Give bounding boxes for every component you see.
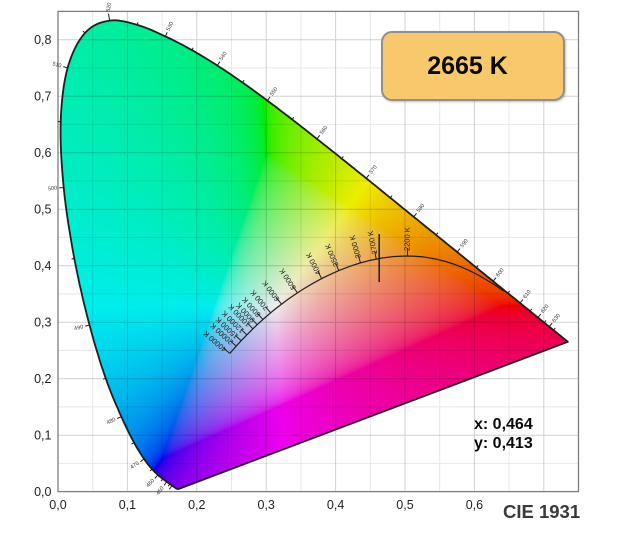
- svg-text:590: 590: [459, 238, 469, 249]
- svg-text:0,4: 0,4: [327, 498, 344, 512]
- svg-text:0,5: 0,5: [34, 203, 51, 217]
- svg-text:0,3: 0,3: [258, 498, 275, 512]
- svg-text:450: 450: [155, 486, 165, 497]
- svg-text:570: 570: [368, 164, 378, 175]
- svg-text:550: 550: [269, 86, 279, 97]
- svg-text:0,7: 0,7: [34, 90, 51, 104]
- svg-text:0,2: 0,2: [34, 372, 51, 386]
- svg-text:0,6: 0,6: [34, 146, 51, 160]
- svg-text:510: 510: [52, 61, 62, 69]
- svg-text:610: 610: [522, 289, 532, 300]
- svg-text:580: 580: [416, 203, 426, 214]
- svg-text:480: 480: [106, 417, 117, 426]
- svg-text:620: 620: [540, 304, 550, 315]
- svg-text:0,8: 0,8: [34, 33, 51, 47]
- svg-text:0,4: 0,4: [34, 259, 51, 273]
- svg-text:4000 K: 4000 K: [304, 251, 323, 276]
- svg-text:0,5: 0,5: [396, 498, 413, 512]
- svg-text:490: 490: [74, 324, 84, 332]
- svg-text:630: 630: [551, 313, 561, 324]
- svg-text:2700 K: 2700 K: [366, 230, 379, 255]
- svg-text:460: 460: [146, 478, 157, 489]
- svg-text:3000 K: 3000 K: [348, 234, 363, 259]
- svg-text:520: 520: [106, 2, 114, 12]
- svg-text:2200 K: 2200 K: [403, 227, 412, 251]
- svg-text:0,1: 0,1: [34, 429, 51, 443]
- svg-text:470: 470: [130, 461, 141, 471]
- svg-text:0,2: 0,2: [188, 498, 205, 512]
- svg-text:560: 560: [319, 125, 329, 136]
- svg-text:5000 K: 5000 K: [277, 267, 298, 292]
- svg-text:0,0: 0,0: [34, 485, 51, 499]
- svg-text:600: 600: [495, 267, 505, 278]
- svg-text:0,3: 0,3: [34, 316, 51, 330]
- svg-text:3500 K: 3500 K: [323, 242, 340, 267]
- svg-text:0,6: 0,6: [466, 498, 483, 512]
- svg-text:500: 500: [48, 186, 58, 193]
- svg-text:0,0: 0,0: [49, 498, 66, 512]
- svg-text:530: 530: [166, 21, 175, 32]
- svg-text:0,1: 0,1: [119, 498, 136, 512]
- svg-text:540: 540: [219, 51, 229, 62]
